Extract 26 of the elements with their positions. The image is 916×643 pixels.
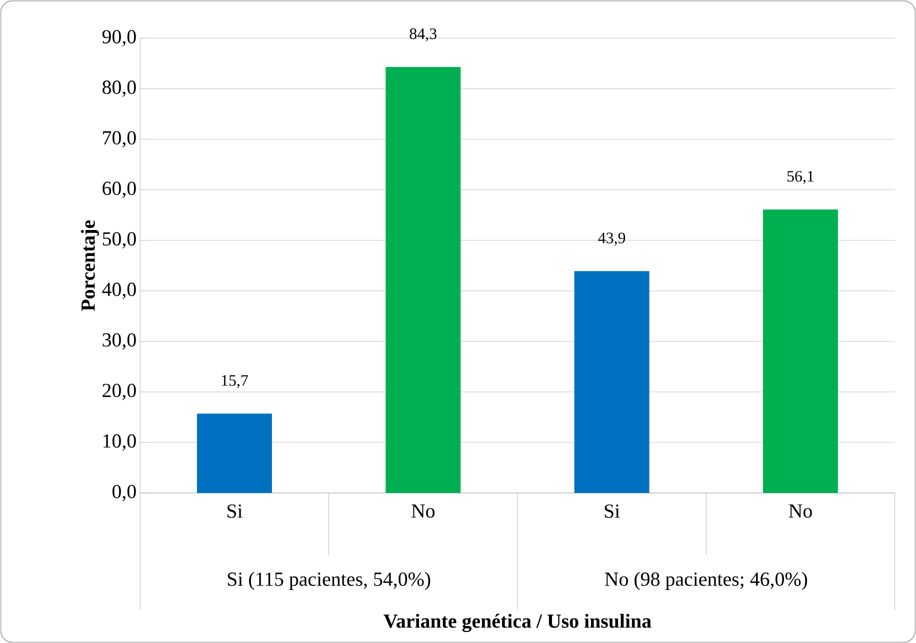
y-tick-label: 60,0 <box>102 182 136 198</box>
y-tick-label: 80,0 <box>102 80 136 97</box>
y-tick-label: 50,0 <box>102 232 136 248</box>
text: Si (115 pacientes, 54,0%) <box>228 572 430 590</box>
x-tick-label: No <box>788 504 812 518</box>
y-tick-label: 20,0 <box>102 384 136 400</box>
data-label: 15,7 <box>222 375 248 388</box>
x-tick-label: Si <box>228 504 242 518</box>
bar <box>763 209 838 493</box>
x-tick-label: Si <box>604 504 620 518</box>
y-tick-label: 0,0 <box>112 484 136 502</box>
y-tick-label: 70,0 <box>103 131 136 148</box>
x-axis-title: Variante genética / Uso insulina <box>384 614 652 632</box>
y-tick-label: 30,0 <box>102 333 136 350</box>
bar <box>386 66 461 493</box>
bar <box>196 414 272 493</box>
y-tick-label: 90,0 <box>102 30 136 46</box>
data-label: 56,1 <box>787 170 814 184</box>
x-tick-label: No <box>412 504 435 518</box>
bar <box>574 271 650 493</box>
data-label: 43,9 <box>598 232 626 246</box>
data-label: 84,3 <box>410 28 436 42</box>
y-axis-title: Porcentaje <box>80 220 99 311</box>
y-tick-label: 10,0 <box>104 434 136 451</box>
text: No (98 pacientes; 46,0%) <box>604 572 808 590</box>
y-tick-label: 40,0 <box>102 282 136 299</box>
